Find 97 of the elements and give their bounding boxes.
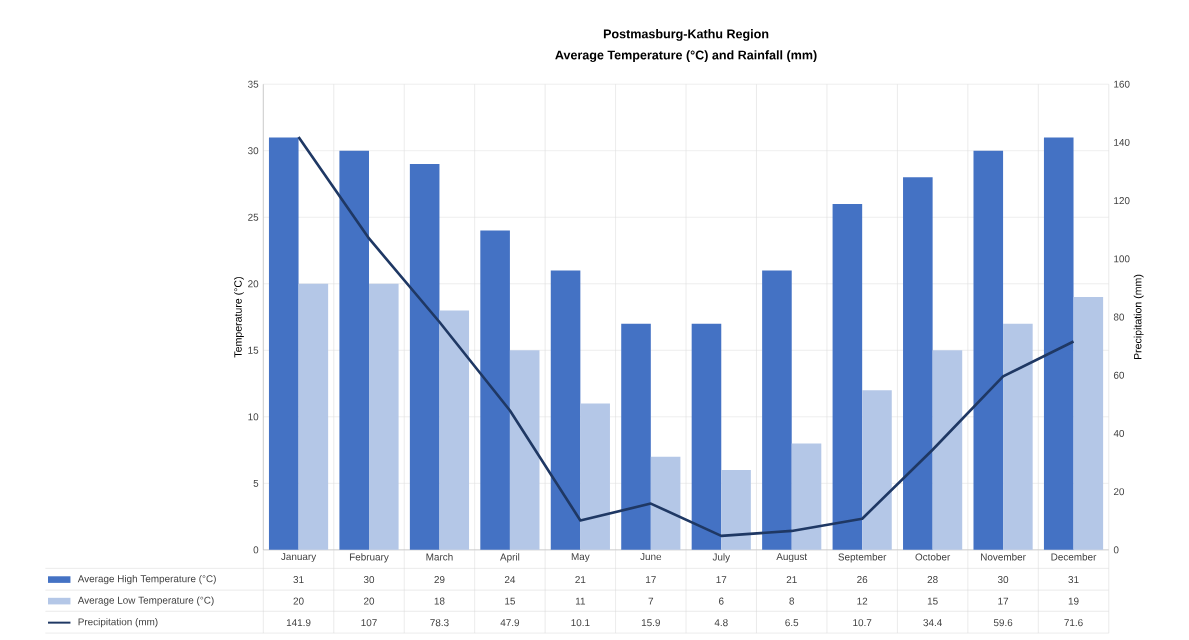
bar (1073, 297, 1104, 550)
x-tick-label: April (500, 553, 520, 563)
y2-tick-label: 0 (1113, 546, 1119, 554)
data-label: 21 (575, 576, 586, 584)
data-label: 20 (293, 597, 304, 605)
data-label: 31 (293, 576, 304, 584)
data-label: 20 (363, 597, 375, 605)
bar (1043, 137, 1074, 550)
data-label: 4.8 (714, 619, 728, 627)
bar (903, 177, 933, 550)
y2-tick-label: 100 (1114, 255, 1130, 263)
x-tick-label: May (571, 553, 590, 563)
data-label: 15.9 (641, 619, 660, 627)
data-label: 11 (575, 597, 586, 605)
bar (691, 323, 722, 550)
bar (762, 270, 792, 550)
y2-axis-title: Precipitation (mm) (1133, 274, 1144, 360)
bar (480, 230, 510, 550)
bar (721, 470, 751, 550)
data-label: 107 (361, 619, 377, 627)
y-axis-title: Temperature (°C) (233, 277, 244, 358)
data-label: 34.4 (923, 619, 942, 627)
data-label: 17 (646, 576, 656, 583)
x-tick-label: March (426, 553, 453, 561)
x-tick-label: February (349, 553, 389, 563)
data-label: 30 (363, 576, 375, 584)
data-label: 78.3 (430, 619, 449, 627)
bar (268, 137, 299, 550)
data-label: 71.6 (1064, 619, 1083, 627)
x-tick-label: August (776, 553, 808, 563)
y-tick-label: 20 (248, 280, 259, 288)
data-label: 24 (504, 576, 516, 584)
x-tick-label: January (281, 553, 317, 563)
x-tick-label: October (915, 553, 951, 561)
data-label: 28 (927, 576, 938, 584)
bar (298, 283, 329, 550)
data-label: 10.1 (571, 619, 590, 627)
y-tick-label: 30 (248, 147, 259, 155)
y2-tick-label: 20 (1113, 488, 1125, 496)
data-label: 17 (716, 576, 727, 583)
y-tick-label: 5 (253, 479, 259, 487)
bar (1003, 323, 1033, 550)
chart-title: Postmasburg-Kathu Region (603, 29, 769, 41)
y2-tick-label: 140 (1114, 138, 1130, 146)
data-label: 21 (786, 576, 797, 584)
data-label: 18 (434, 597, 445, 605)
bar (621, 323, 651, 550)
y-tick-label: 0 (253, 546, 259, 554)
bar (932, 350, 963, 550)
data-label: 6.5 (785, 619, 799, 627)
data-label: 19 (1068, 597, 1079, 605)
bar (550, 270, 581, 550)
y-tick-label: 25 (248, 213, 259, 221)
x-tick-label: November (981, 553, 1026, 561)
data-label: 15 (927, 597, 938, 605)
data-label: 7 (648, 597, 654, 605)
data-label: 29 (434, 576, 445, 584)
y-tick-label: 35 (248, 80, 259, 88)
chart-subtitle: Average Temperature (°C) and Rainfall (mm) (555, 50, 817, 62)
x-tick-label: July (712, 553, 731, 563)
bar (369, 283, 399, 550)
bar (439, 310, 470, 550)
data-label: 26 (857, 576, 868, 584)
y2-tick-label: 120 (1114, 197, 1130, 205)
data-label: 30 (997, 576, 1009, 584)
data-label: 8 (789, 597, 795, 605)
data-label: 17 (998, 597, 1009, 605)
bar (862, 390, 892, 550)
legend-label: Precipitation (mm) (78, 618, 158, 628)
data-label: 10.7 (853, 619, 872, 627)
bar (339, 150, 369, 550)
y-tick-label: 15 (248, 346, 259, 354)
bar (791, 443, 822, 550)
x-tick-label: September (838, 553, 887, 563)
bar (832, 203, 863, 550)
bar (509, 350, 540, 550)
data-label: 47.9 (500, 619, 520, 627)
data-label: 141.9 (286, 619, 311, 627)
data-label: 15 (505, 597, 515, 605)
y-tick-label: 10 (248, 413, 259, 421)
legend-label: Average Low Temperature (°C) (77, 596, 214, 606)
y2-tick-label: 160 (1114, 80, 1130, 88)
bar (650, 456, 681, 550)
data-label: 6 (719, 597, 724, 605)
bar (973, 150, 1004, 550)
y2-tick-label: 80 (1113, 313, 1125, 321)
data-label: 59.6 (993, 619, 1013, 627)
x-tick-label: June (640, 553, 662, 561)
legend-label: Average High Temperature (°C) (77, 574, 216, 585)
y2-tick-label: 60 (1113, 371, 1125, 379)
bar (580, 403, 610, 550)
line-series (297, 135, 1075, 538)
data-label: 31 (1068, 576, 1079, 584)
data-label: 12 (857, 597, 868, 605)
y2-tick-label: 40 (1113, 429, 1125, 437)
bar (409, 164, 440, 550)
x-tick-label: December (1051, 553, 1097, 561)
